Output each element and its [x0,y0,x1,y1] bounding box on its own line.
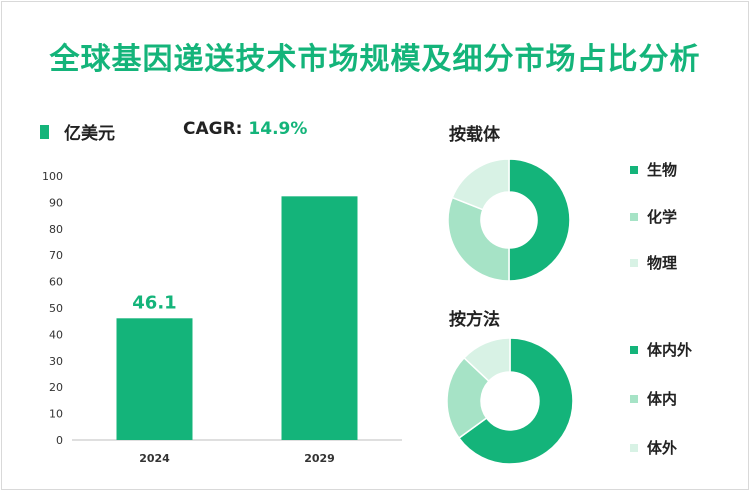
y-tick-label: 100 [42,170,63,183]
data-label: 46.1 [132,292,176,313]
legend-swatch [630,345,638,354]
legend-label: 生物 [647,161,678,179]
cagr-label: CAGR: [183,119,243,139]
pie-legend-item: 生物 [630,159,677,180]
legend-label: 物理 [647,254,678,272]
y-tick-label: 0 [56,434,63,447]
pie-legend-item: 体内外 [630,339,692,360]
cagr-text: CAGR: 14.9% [183,119,307,139]
bar-chart: 0 10 20 30 40 50 60 70 80 90 100 2024 46.1 2029 [42,170,402,465]
legend-label: 化学 [647,208,678,226]
legend-swatch [630,165,638,174]
donut-slice-2 [447,196,510,282]
legend-swatch [630,212,638,221]
pie-legend-item: 化学 [630,206,677,227]
x-tick-label: 2024 [139,452,170,465]
donut-slice-3 [451,158,510,211]
pie-legend-item: 物理 [630,252,677,273]
legend-label: 体内 [647,390,678,408]
x-tick-label: 2029 [304,452,335,465]
y-tick-label: 90 [49,196,63,209]
pie1-title: 按载体 [449,125,500,145]
donut-slice-1 [508,158,571,282]
pie-chart-carrier [447,158,571,282]
y-tick-label: 70 [49,249,63,262]
legend-label: 体外 [647,439,678,457]
pie2-title: 按方法 [449,310,500,330]
y-tick-label: 20 [49,381,63,394]
page-title: 全球基因递送技术市场规模及细分市场占比分析 [49,42,701,77]
y-tick-label: 60 [49,276,63,289]
legend-swatch [630,258,638,267]
pie-chart-method [446,337,574,465]
y-tick-label: 40 [49,328,63,341]
donut-slice-1 [457,337,574,465]
legend-swatch [40,124,49,139]
bar-legend: 亿美元 [40,119,115,144]
pie-legend-item: 体内 [630,388,677,409]
y-tick-label: 30 [49,355,63,368]
legend-label: 亿美元 [64,124,115,144]
bar-2029 [281,196,358,440]
bar-2024 [116,318,193,440]
legend-label: 体内外 [647,341,693,359]
y-tick-label: 80 [49,223,63,236]
legend-swatch [630,394,638,403]
y-tick-label: 50 [49,302,63,315]
y-tick-label: 10 [49,408,63,421]
legend-swatch [630,443,638,452]
donut-slice-3 [463,337,511,383]
pie-legend-item: 体外 [630,437,677,458]
cagr-value: 14.9% [248,119,308,139]
donut-slice-2 [446,356,490,440]
